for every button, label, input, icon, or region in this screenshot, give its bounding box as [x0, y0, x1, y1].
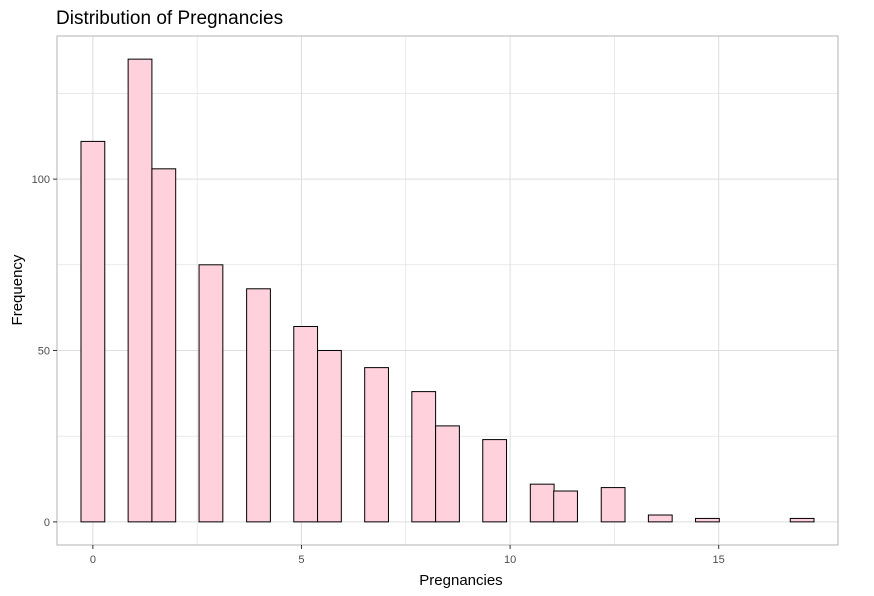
histogram-bar — [317, 349, 342, 523]
histogram-bar — [411, 391, 437, 523]
histogram-bar — [553, 490, 578, 523]
y-tick-label: 100 — [32, 174, 50, 186]
x-tick-label: 0 — [90, 554, 96, 566]
histogram-bar — [151, 168, 177, 523]
histogram-bar — [364, 367, 389, 523]
y-axis-title: Frequency — [9, 254, 26, 325]
histogram-bar — [435, 425, 460, 523]
grid-lines — [57, 36, 838, 545]
panel-border — [56, 35, 839, 546]
histogram-bar — [198, 264, 224, 523]
x-tick-label: 10 — [504, 554, 516, 566]
histogram-bar — [80, 140, 106, 523]
y-tick-label: 0 — [44, 517, 50, 529]
histogram-bar — [293, 325, 319, 523]
histogram-bar — [647, 514, 673, 523]
y-tick-label: 50 — [38, 345, 50, 357]
x-axis-ticks: 0 5 10 15 — [90, 545, 725, 566]
histogram-bar — [529, 483, 555, 523]
histogram-bar — [695, 517, 720, 523]
histogram-bar — [127, 58, 153, 523]
histogram-bars — [80, 58, 815, 523]
histogram-bar — [482, 439, 508, 523]
x-axis-title: Pregnancies — [419, 572, 502, 589]
histogram-bar — [246, 288, 271, 523]
chart-title: Distribution of Pregnancies — [56, 8, 283, 29]
x-tick-label: 15 — [713, 554, 725, 566]
histogram-bar — [600, 487, 626, 523]
x-tick-label: 5 — [298, 554, 304, 566]
y-axis-ticks: 0 50 100 — [32, 174, 57, 529]
histogram-bar — [789, 517, 815, 523]
